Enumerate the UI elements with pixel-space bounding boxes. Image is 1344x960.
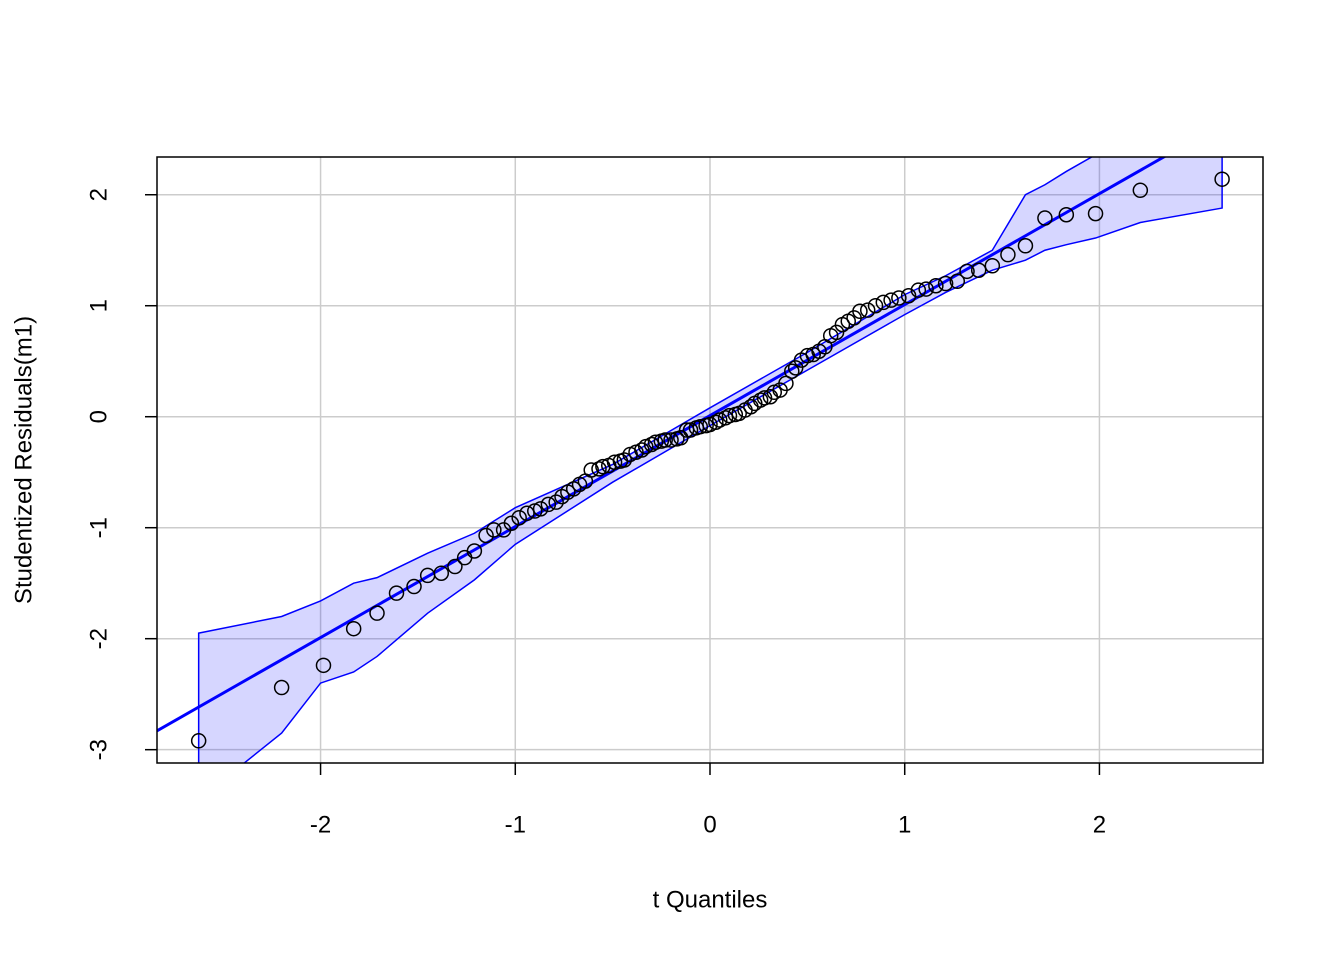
data-point bbox=[984, 258, 1001, 274]
data-point bbox=[606, 454, 623, 470]
data-point bbox=[591, 461, 607, 477]
data-point bbox=[616, 452, 633, 468]
data-point bbox=[928, 277, 944, 294]
data-point bbox=[910, 282, 927, 298]
data-point bbox=[1037, 210, 1053, 226]
data-point bbox=[1214, 171, 1230, 187]
data-point bbox=[532, 501, 549, 517]
x-tick-label: 1 bbox=[898, 811, 911, 838]
data-point bbox=[345, 620, 362, 637]
x-axis-label: t Quantiles bbox=[653, 886, 768, 913]
data-point bbox=[433, 565, 450, 581]
data-point bbox=[937, 275, 954, 292]
y-tick-label: -1 bbox=[85, 517, 112, 538]
data-point bbox=[583, 462, 599, 478]
y-tick-label: -2 bbox=[85, 628, 112, 649]
x-tick-label: 0 bbox=[703, 811, 716, 838]
data-point bbox=[970, 262, 987, 278]
data-point bbox=[752, 392, 769, 408]
data-point bbox=[959, 263, 975, 280]
data-point bbox=[721, 407, 738, 424]
data-point bbox=[1000, 246, 1016, 263]
data-point bbox=[190, 733, 207, 749]
y-axis-label: Studentized Residuals(m1) bbox=[10, 316, 37, 604]
data-point bbox=[634, 442, 650, 458]
plot-area bbox=[157, 157, 1230, 763]
data-point bbox=[447, 558, 463, 575]
data-point bbox=[503, 515, 520, 532]
data-point bbox=[519, 505, 535, 522]
confidence-band bbox=[197, 157, 1223, 763]
data-point bbox=[1017, 238, 1034, 254]
data-point bbox=[643, 436, 660, 453]
data-point bbox=[891, 290, 907, 306]
data-point bbox=[511, 509, 527, 526]
data-point bbox=[663, 432, 679, 448]
x-tick-label: -2 bbox=[310, 811, 331, 838]
data-point bbox=[273, 679, 290, 696]
data-point bbox=[466, 543, 483, 559]
data-point bbox=[717, 410, 734, 426]
data-point bbox=[315, 657, 332, 674]
y-tick-label: -3 bbox=[85, 739, 112, 760]
data-point bbox=[657, 432, 673, 448]
data-point bbox=[692, 418, 709, 435]
data-point bbox=[859, 302, 876, 318]
data-point bbox=[949, 273, 966, 290]
data-point bbox=[918, 281, 934, 297]
data-point bbox=[778, 375, 794, 392]
data-point bbox=[647, 434, 664, 450]
axes: -2 -1 0 1 2 -3 -2 -1 0 1 2 bbox=[85, 188, 1106, 838]
data-point bbox=[787, 360, 804, 376]
data-point bbox=[875, 294, 892, 311]
data-point bbox=[406, 578, 422, 595]
x-tick-label: 2 bbox=[1093, 811, 1106, 838]
data-point bbox=[867, 297, 884, 314]
data-point bbox=[900, 287, 917, 304]
data-point bbox=[883, 292, 899, 308]
data-point bbox=[828, 324, 845, 341]
data-point bbox=[1058, 206, 1075, 223]
y-tick-label: 1 bbox=[85, 299, 112, 312]
x-tick-label: -1 bbox=[505, 811, 526, 838]
data-point bbox=[1087, 205, 1104, 222]
y-tick-label: 2 bbox=[85, 188, 112, 201]
data-point bbox=[388, 585, 405, 601]
data-point bbox=[852, 303, 868, 320]
y-tick-label: 0 bbox=[85, 410, 112, 423]
data-point bbox=[1132, 182, 1149, 199]
reference-line bbox=[157, 157, 1167, 733]
data-point bbox=[708, 414, 724, 431]
data-point bbox=[784, 363, 800, 379]
data-point bbox=[486, 522, 502, 538]
data-point bbox=[540, 496, 557, 513]
data-point bbox=[548, 494, 564, 510]
data-point bbox=[756, 390, 773, 406]
data-point bbox=[478, 527, 494, 544]
data-point bbox=[673, 430, 689, 446]
data-point bbox=[369, 605, 385, 621]
